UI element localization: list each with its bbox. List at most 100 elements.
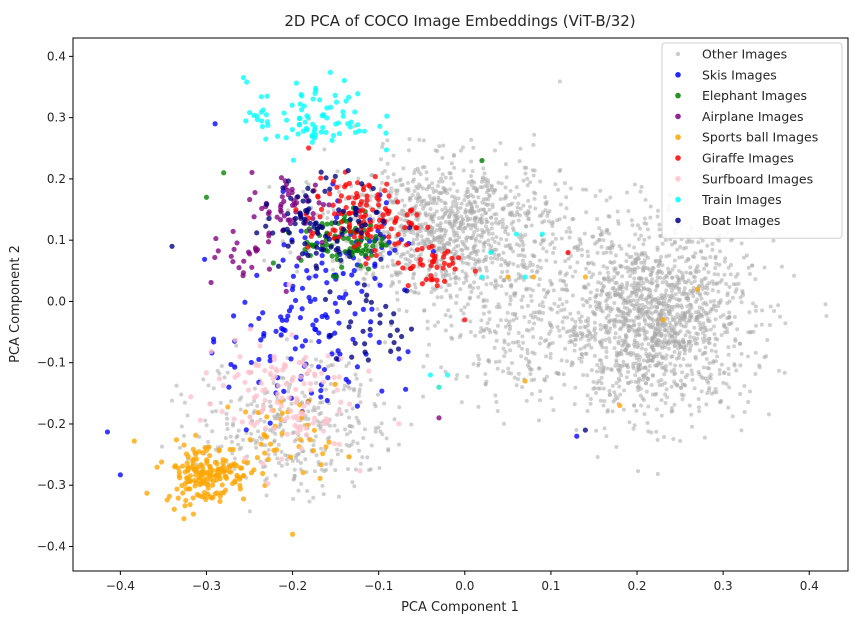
data-point [296,451,301,456]
data-point [659,293,664,298]
data-point [460,239,465,244]
data-point [675,302,680,307]
data-point [520,247,525,252]
data-point [656,208,661,213]
data-point [402,252,407,257]
data-point [492,256,497,261]
data-point [512,213,517,218]
data-point [256,356,262,363]
data-point [659,296,664,301]
data-point [721,380,726,385]
data-point [576,310,581,315]
data-point [717,400,722,405]
data-point [777,314,782,319]
data-point [354,180,361,186]
data-point [600,345,605,350]
data-point [257,343,263,349]
data-point [461,280,466,285]
data-point [200,450,206,456]
data-point [183,497,189,504]
data-point [714,281,719,286]
data-point [365,255,371,261]
data-point [605,296,610,301]
data-point [188,394,194,400]
data-point [726,345,731,350]
data-point [632,344,637,349]
data-point [675,332,680,337]
data-point [532,168,537,173]
data-point [340,226,347,232]
data-point [322,147,327,152]
data-point [518,273,523,278]
data-point [514,242,519,247]
data-point [296,255,302,261]
data-point [629,254,634,259]
data-point [312,326,318,332]
data-point [287,454,294,460]
data-point [532,351,537,356]
data-point [370,243,376,249]
data-point [612,300,617,305]
data-point [302,216,308,222]
data-point [664,274,669,279]
data-point [361,282,367,288]
data-point [605,270,610,275]
data-point [640,309,645,314]
data-point [432,302,437,307]
data-point [319,260,325,266]
data-point [568,230,573,235]
data-point [495,366,500,371]
data-point [687,313,692,318]
data-point [613,253,618,258]
data-point [215,467,221,473]
data-point [571,217,576,222]
data-point [481,334,486,339]
data-point [482,171,487,176]
data-point [408,326,415,332]
data-point [388,217,393,222]
data-point [493,285,498,290]
data-point [687,239,692,244]
data-point [632,182,637,187]
data-point [648,290,653,295]
data-point [626,328,631,333]
data-point [585,393,590,398]
data-point [736,281,741,286]
data-point [628,324,633,329]
data-point [322,312,329,318]
data-point [700,255,705,260]
data-point [187,486,193,492]
data-point [385,229,390,234]
data-point [259,205,265,212]
data-point [330,178,337,184]
data-point [627,243,632,248]
data-point [759,322,764,327]
data-point [524,286,529,291]
data-point [254,445,259,450]
data-point [285,313,291,319]
data-point [645,354,650,359]
data-point [177,445,182,450]
data-point [657,227,662,232]
x-tick-label: −0.3 [192,579,221,593]
data-point [289,239,295,245]
data-point [249,264,255,270]
data-point [506,322,511,327]
data-point [673,363,678,368]
data-point [489,183,494,188]
data-point [376,224,382,231]
data-point [385,175,390,180]
data-point [685,304,690,309]
data-point [507,319,512,324]
data-point [634,361,639,366]
data-point [396,356,402,362]
data-point [707,361,712,366]
data-point [480,220,485,225]
data-point [601,264,606,269]
data-point [243,118,249,124]
data-point [488,256,493,261]
data-point [240,74,246,81]
data-point [626,313,631,318]
data-point [449,255,455,261]
data-point [669,354,674,359]
